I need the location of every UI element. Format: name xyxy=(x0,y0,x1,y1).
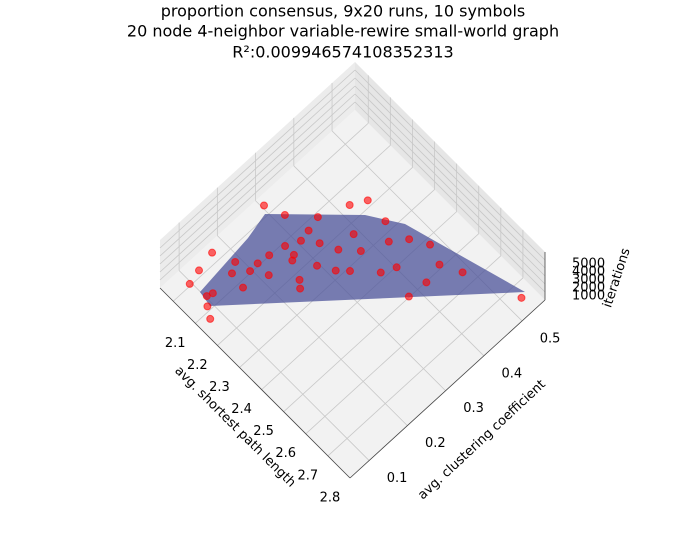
point xyxy=(246,267,255,276)
x-tick-label: 2.1 xyxy=(165,336,186,351)
point xyxy=(295,275,304,284)
point xyxy=(296,284,305,293)
point xyxy=(356,247,365,256)
x-tick-label: 2.3 xyxy=(209,380,230,395)
x-tick-label: 2.2 xyxy=(187,358,208,373)
z-tick-label: 3000 xyxy=(572,273,605,288)
point xyxy=(281,242,290,251)
z-axis-label: iterations xyxy=(600,246,633,310)
y-axis-line xyxy=(349,299,546,479)
point xyxy=(265,251,274,260)
point xyxy=(264,271,273,280)
point xyxy=(404,292,413,301)
x-axis-line xyxy=(159,287,351,479)
point xyxy=(304,226,313,235)
point xyxy=(185,279,194,288)
point xyxy=(253,259,262,268)
point xyxy=(435,260,444,269)
chart-title: proportion consensus, 9x20 runs, 10 symb… xyxy=(161,2,525,21)
chart-subtitle: 20 node 4-neighbor variable-rewire small… xyxy=(127,22,559,41)
y-tick-label: 0.1 xyxy=(387,471,408,486)
point xyxy=(260,201,269,210)
point xyxy=(345,200,354,209)
z-tick-label: 1000 xyxy=(572,289,605,304)
point xyxy=(405,235,414,244)
point xyxy=(381,217,390,226)
point xyxy=(231,257,240,266)
point xyxy=(422,278,431,287)
point xyxy=(349,230,358,239)
z-tick-label: 5000 xyxy=(572,257,605,272)
y-tick-label: 0.4 xyxy=(501,366,522,381)
point xyxy=(289,250,298,259)
point xyxy=(458,268,467,277)
chart-annotation: R²:0.009946574108352313 xyxy=(232,43,453,62)
fit-surface xyxy=(200,214,525,306)
point xyxy=(384,237,393,246)
grid-line xyxy=(159,101,356,281)
grid-line xyxy=(354,77,546,269)
grid-line xyxy=(159,69,356,249)
x-tick-label: 2.6 xyxy=(275,446,296,461)
point xyxy=(376,268,385,277)
point xyxy=(315,239,324,248)
y-tick-label: 0.3 xyxy=(463,401,484,416)
z-tick-label: 2000 xyxy=(572,281,605,296)
point xyxy=(392,263,401,272)
point xyxy=(280,210,289,219)
point xyxy=(334,245,343,254)
grid-line xyxy=(354,69,546,261)
point xyxy=(313,213,322,222)
grid-line xyxy=(354,101,546,293)
point xyxy=(195,266,204,275)
point xyxy=(206,314,215,323)
x-tick-label: 2.8 xyxy=(320,490,341,505)
grid-line xyxy=(327,277,524,457)
y-tick-label: 0.5 xyxy=(540,331,561,346)
x-tick-label: 2.7 xyxy=(297,468,318,483)
point xyxy=(208,248,217,257)
point xyxy=(203,302,212,311)
point xyxy=(517,293,526,302)
y-tick-label: 0.2 xyxy=(425,436,446,451)
grid-line xyxy=(159,93,356,273)
grid-line xyxy=(354,93,546,285)
grid-line xyxy=(354,85,546,277)
point xyxy=(426,240,435,249)
point xyxy=(202,292,211,301)
x-tick-label: 2.4 xyxy=(231,402,252,417)
point xyxy=(313,261,322,270)
point xyxy=(239,283,248,292)
grid-line xyxy=(159,85,356,265)
point xyxy=(345,267,354,276)
point xyxy=(363,196,372,205)
points xyxy=(185,196,526,323)
point xyxy=(331,266,340,275)
grid-line xyxy=(159,77,356,257)
x-tick-label: 2.5 xyxy=(253,424,274,439)
z-tick-label: 4000 xyxy=(572,265,605,280)
point xyxy=(227,269,236,278)
grid-line xyxy=(172,122,369,302)
point xyxy=(296,236,305,245)
